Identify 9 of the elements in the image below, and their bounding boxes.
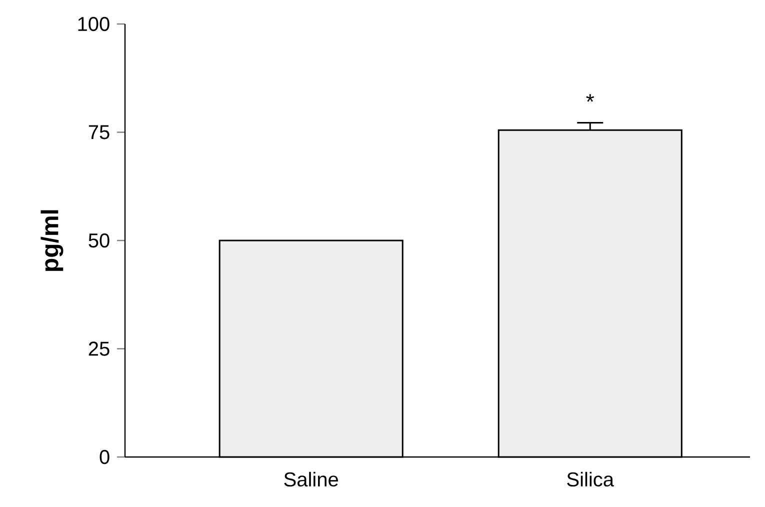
y-tick-label: 0 [100,450,110,464]
x-tick-label: Silica [567,472,614,487]
y-tick-label: 75 [88,125,110,140]
x-tick-label: Saline [284,472,338,487]
y-tick-label: 25 [88,342,110,356]
y-axis-title: pg/ml [40,210,64,271]
y-tick-label: 100 [78,16,110,32]
annotation: * [586,94,594,102]
y-tick-label: 50 [88,233,110,248]
